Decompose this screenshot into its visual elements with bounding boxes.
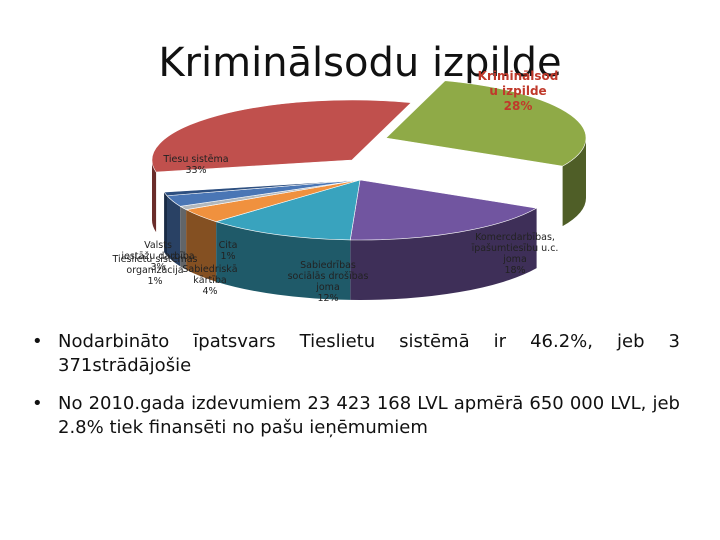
slice-label: Tiesu sistēma 33% xyxy=(162,154,228,176)
pie-slice xyxy=(349,179,538,241)
pie-slice xyxy=(215,179,361,241)
pie-slice-side xyxy=(180,206,187,270)
slice-label: Tieslietu sistēmas organizācija 1% xyxy=(112,254,198,287)
pie-slice-side xyxy=(152,160,157,233)
pie-slice-side xyxy=(350,208,537,301)
bullet-text: No 2010.gada izdevumiem 23 423 168 LVL a… xyxy=(58,393,680,438)
pie-slice-side xyxy=(186,209,217,282)
slide-title: Kriminālsodu izpilde xyxy=(158,40,562,86)
pie-chart: Kriminālsod u izpilde 28% Komercdarbības, īp… xyxy=(112,69,587,304)
slice-label: Komercdarbības, īpašumtiesību u.c. joma 18% xyxy=(471,232,559,276)
pie-slice xyxy=(163,179,361,197)
bullet-item: • No 2010.gada izdevumiem 23 423 168 LVL… xyxy=(30,392,680,440)
pie-slice xyxy=(151,99,412,173)
bullet-dot-icon: • xyxy=(32,393,43,414)
bullet-item: • Nodarbināto īpatsvars Tieslietu sistēm… xyxy=(30,330,680,378)
bullet-list: • Nodarbināto īpatsvars Tieslietu sistēm… xyxy=(30,330,680,454)
slice-label: Kriminālsod u izpilde 28% xyxy=(478,69,559,113)
slice-label: Sabiedrības sociālās drošības joma 12% xyxy=(288,260,369,304)
slice-label: Valsts iestāžu darbība 3% xyxy=(121,240,194,273)
slice-label: Sabiedriskā kārtība 4% xyxy=(182,264,237,297)
bullet-dot-icon: • xyxy=(32,331,43,352)
pie-slice-side xyxy=(216,221,351,300)
pie-slice-side xyxy=(167,195,181,267)
bullet-text: Nodarbināto īpatsvars Tieslietu sistēmā … xyxy=(58,331,680,376)
slice-label: Cita 1% xyxy=(219,240,238,262)
pie-slice-side xyxy=(164,192,168,256)
pie-slice xyxy=(385,80,587,167)
pie-slice-side xyxy=(562,138,586,227)
